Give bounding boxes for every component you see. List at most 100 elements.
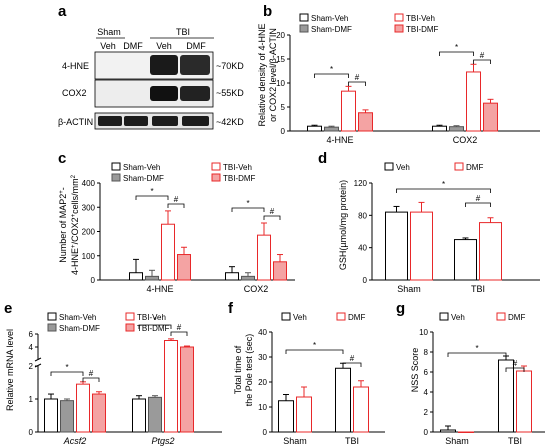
panel-letter-a: a: [58, 3, 67, 20]
y-tick-label: 10: [276, 79, 285, 88]
panel-letter-g: g: [396, 300, 405, 317]
significance-bracket: [285, 349, 344, 354]
x-tick-label: Sham: [397, 284, 421, 294]
y-tick-label: 0: [424, 428, 429, 437]
chart-d: GSH(µmol/mg protein) 0 40 80 120 Sham TBI Veh D…: [338, 162, 540, 294]
legend-label: DMF: [466, 163, 483, 172]
y-tick-label: 30: [258, 353, 267, 362]
significance-mark: #: [174, 195, 179, 204]
blot-band: [98, 116, 122, 126]
legend-label: Veh: [396, 163, 410, 172]
chart-g-ylabel: NSS Score: [410, 348, 420, 393]
chart-d-ylabel: GSH(µmol/mg protein): [338, 180, 348, 270]
bar: [148, 396, 162, 433]
legend-label: Sham-Veh: [123, 163, 160, 172]
significance-bracket: [138, 324, 172, 329]
legend-swatch: [125, 323, 135, 332]
significance-bracket: [348, 81, 366, 86]
significance-mark: *: [246, 199, 249, 208]
y-tick-label: 1: [29, 395, 34, 404]
legend-swatch: [496, 312, 506, 321]
y-tick-label: 2: [424, 408, 429, 417]
blot-label-cox2: COX2: [62, 88, 87, 98]
chart-e: Relative mRNA level 0 1 2 4 6 Acsf2 Ptgs2 Sham-…: [5, 312, 222, 446]
bar: [241, 275, 255, 281]
significance-bracket: [465, 202, 491, 207]
y-tick-label: 80: [358, 211, 367, 220]
legend-label: TBI-DMF: [406, 25, 439, 34]
blot-band: [124, 116, 148, 126]
y-tick-label: 10: [419, 328, 428, 337]
bar: [483, 102, 498, 132]
y-tick-label: 0: [281, 127, 286, 136]
chart-c: Number of MAP2+- 4-HNE+/COX2+cells/mm2 0…: [58, 162, 295, 294]
legend-swatch: [111, 162, 121, 171]
y-tick-label: 300: [82, 203, 96, 212]
legend-swatch: [47, 323, 57, 332]
legend-swatch: [111, 173, 121, 182]
x-tick-label: COX2: [244, 284, 269, 294]
significance-mark: #: [270, 207, 275, 216]
x-tick-label: COX2: [453, 135, 478, 145]
significance-mark: #: [480, 51, 485, 60]
legend-label: Sham-DMF: [311, 25, 352, 34]
significance-mark: *: [65, 363, 68, 372]
chart-b-ylabel: Relative density of 4-HNE or COX2 level/…: [257, 23, 278, 126]
legend-label: DMF: [348, 313, 365, 322]
bar: [440, 429, 456, 433]
legend-label: Sham-Veh: [59, 313, 96, 322]
y-tick-label: 8: [424, 348, 429, 357]
blot-group-sham: Sham: [97, 27, 121, 37]
legend-swatch: [384, 162, 394, 171]
bar: [145, 275, 159, 281]
x-tick-label: Acsf2: [63, 436, 87, 446]
blot-label-4hne: 4-HNE: [62, 61, 89, 71]
legend-swatch: [394, 13, 404, 22]
legend-label: TBI-Veh: [406, 14, 435, 23]
significance-mark: *: [475, 344, 478, 353]
x-tick-label: TBI: [508, 436, 522, 446]
significance-bracket: [82, 377, 100, 382]
bar: [358, 112, 373, 132]
y-tick-label: 2: [29, 362, 34, 371]
significance-bracket: [342, 362, 362, 367]
significance-bracket: [447, 352, 507, 357]
significance-bracket: [170, 331, 188, 336]
legend-swatch: [439, 312, 449, 321]
bar: [161, 223, 175, 281]
significance-bracket: [167, 203, 185, 208]
lane-label: Veh: [100, 41, 116, 51]
lane-label: Veh: [156, 41, 172, 51]
legend-label: Veh: [293, 313, 307, 322]
legend-swatch: [336, 312, 346, 321]
significance-mark: *: [153, 316, 156, 325]
legend-swatch: [125, 312, 135, 321]
legend-label: TBI-DMF: [137, 324, 170, 333]
panel-letter-b: b: [263, 3, 272, 20]
significance-mark: #: [355, 73, 360, 82]
bar: [296, 396, 312, 433]
legend-label: Sham-Veh: [311, 14, 348, 23]
panel-letter-f: f: [228, 300, 234, 317]
significance-bracket: [135, 195, 169, 200]
bar: [341, 90, 356, 132]
significance-bracket: [439, 51, 474, 56]
legend-swatch: [211, 173, 221, 182]
blot-kd-4hne: ~70KD: [216, 61, 244, 71]
significance-bracket: [263, 215, 281, 220]
x-tick-label: TBI: [345, 436, 359, 446]
significance-bracket: [396, 188, 491, 193]
y-tick-label: 15: [276, 55, 285, 64]
bar: [257, 234, 271, 281]
bar: [177, 254, 191, 281]
panel-letter-d: d: [318, 150, 327, 167]
bar: [132, 398, 146, 433]
legend-label: Sham-DMF: [59, 324, 100, 333]
ylabel-line: Total time of: [233, 345, 243, 394]
x-tick-label: Ptgs2: [151, 436, 174, 446]
blot-band: [180, 55, 210, 75]
y-tick-label: 40: [258, 328, 267, 337]
y-tick-label: 10: [258, 403, 267, 412]
bar: [92, 393, 106, 433]
y-tick-label: 4: [29, 343, 34, 352]
